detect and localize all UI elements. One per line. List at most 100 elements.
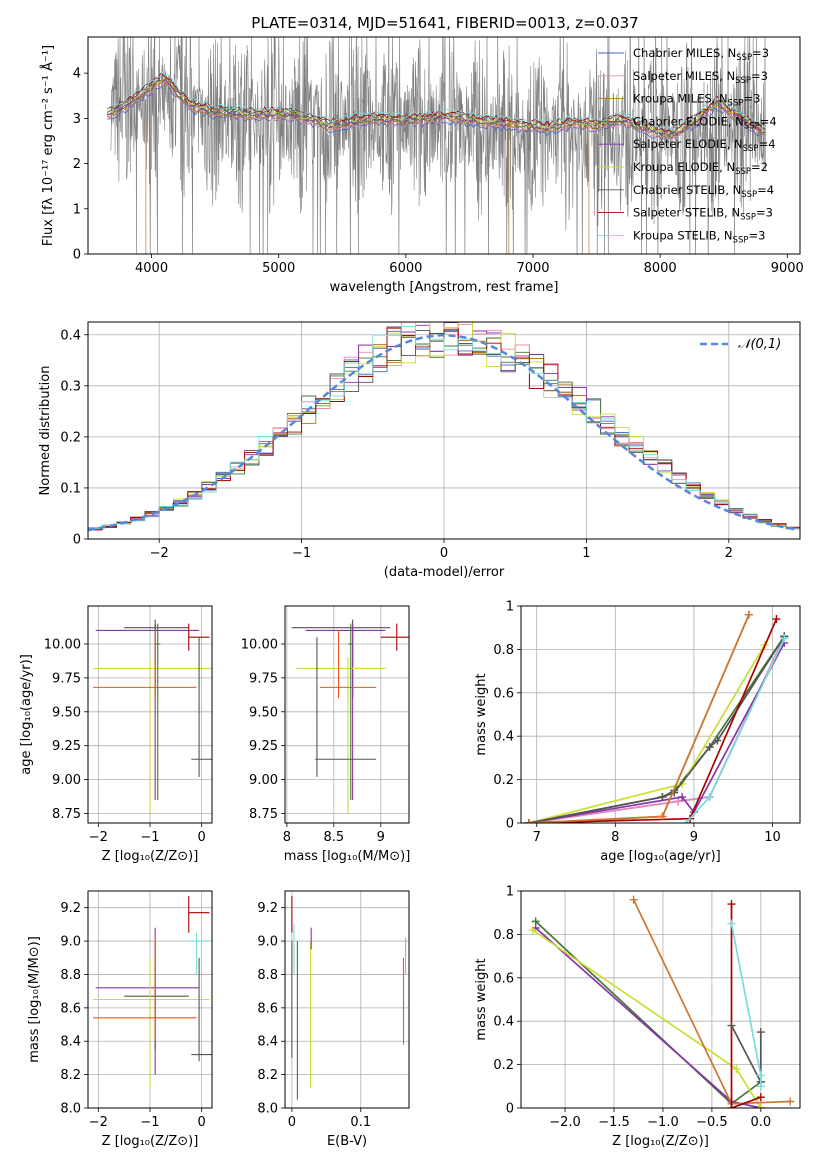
weight-series-line	[528, 636, 786, 823]
y-tick-label: 0	[73, 248, 81, 263]
x-tick-label: 0.1	[350, 1115, 371, 1130]
y-tick-label: 8.2	[257, 1068, 278, 1083]
y-tick-label: 0.4	[60, 328, 81, 343]
spectrum-frame	[87, 36, 801, 255]
y-tick-label: 1	[506, 885, 514, 900]
weight-marker	[756, 1104, 765, 1108]
y-tick-label: 9.00	[249, 773, 278, 788]
legend-entry-subscript: SSP	[735, 167, 751, 177]
weight_vs_Z-ylabel: mass weight	[474, 958, 489, 1040]
legend-entry: Kroupa ELODIE, NSSP=2	[633, 160, 768, 177]
y-tick-label: 9.2	[257, 901, 278, 916]
weight_vs_age-xlabel: age [log₁₀(age/yr)]	[600, 849, 721, 864]
x-tick-label: 8	[283, 830, 291, 845]
spectrum-ylabel: Flux [fλ 10⁻¹⁷ erg cm⁻² s⁻¹ Å⁻¹]	[40, 45, 56, 246]
legend-entry-prefix: Salpeter MILES, N	[633, 69, 735, 83]
y-tick-label: 9.50	[249, 705, 278, 720]
age_vs_Z-panel: −2 −1 0 8.75 9.00 9.25 9.50 9.75 10.00 Z [log₁₀(Z…	[19, 605, 213, 864]
age_vs_mass-xlabel: mass [log₁₀(M/M⊙)]	[284, 849, 411, 864]
y-tick-label: 0	[73, 533, 81, 548]
weight_vs_Z-frame	[520, 890, 801, 1109]
weight-series-line	[528, 614, 750, 823]
figure-title: PLATE=0314, MJD=51641, FIBERID=0013, z=0…	[251, 14, 638, 32]
weight-marker	[705, 743, 714, 752]
x-tick-label: 9	[377, 830, 385, 845]
x-tick-label: 8.5	[324, 830, 345, 845]
y-tick-label: 8.75	[249, 807, 278, 822]
x-tick-label: 8000	[644, 261, 677, 276]
x-tick-label: 0	[440, 546, 448, 561]
x-tick-label: 2	[725, 546, 733, 561]
histogram-step-line	[88, 326, 800, 539]
age_vs_mass-plot-area	[291, 619, 409, 814]
weight-marker	[682, 819, 691, 823]
y-tick-label: 8.8	[60, 968, 81, 983]
y-tick-label: 8.4	[60, 1035, 81, 1050]
x-tick-label: −1	[140, 1115, 159, 1130]
weight-marker	[727, 919, 736, 928]
weight-marker	[528, 926, 537, 935]
y-tick-label: 9.0	[257, 935, 278, 950]
x-tick-label: −2	[89, 1115, 108, 1130]
legend-entry-subscript: SSP	[733, 235, 749, 245]
mass_vs_ebv-frame	[284, 890, 410, 1109]
x-tick-label: −2	[89, 830, 108, 845]
legend-entry-subscript: SSP	[743, 144, 759, 154]
legend-entry-suffix: =3	[751, 69, 768, 83]
weight_vs_age-plot-area	[524, 610, 789, 823]
legend-entry: Salpeter ELODIE, NSSP=4	[633, 137, 776, 154]
y-tick-label: 1	[506, 600, 514, 615]
x-tick-label: 10	[764, 830, 781, 845]
legend-entry-suffix: =4	[760, 114, 777, 128]
weight-series-line	[730, 923, 762, 1087]
age_vs_Z-plot-area	[93, 619, 212, 814]
legend-entry-prefix: Chabrier STELIB, N	[633, 183, 741, 197]
y-tick-label: 0	[506, 1102, 514, 1117]
weight-marker	[727, 1104, 736, 1108]
y-tick-label: 8.75	[52, 807, 81, 822]
y-tick-label: 8.6	[60, 1001, 81, 1016]
y-tick-label: 8.8	[257, 968, 278, 983]
weight-series-line	[528, 635, 786, 823]
weight-marker	[658, 792, 667, 801]
y-tick-label: 9.50	[52, 705, 81, 720]
y-tick-label: 0.8	[493, 928, 514, 943]
x-tick-label: 5000	[262, 261, 295, 276]
spectrum-data-line	[110, 37, 766, 254]
y-tick-label: 0	[506, 817, 514, 832]
spectrum-model-line	[107, 73, 766, 132]
y-tick-label: 9.00	[52, 773, 81, 788]
legend-entry: Chabrier STELIB, NSSP=4	[633, 183, 774, 200]
legend-entry-subscript: SSP	[741, 190, 757, 200]
weight_vs_age-frame	[520, 605, 801, 824]
weight_vs_Z-xlabel: Z [log₁₀(Z/Z⊙)]	[612, 1134, 709, 1149]
y-tick-label: 9.75	[249, 671, 278, 686]
age_vs_mass-panel: 8 8.5 9 8.75 9.00 9.25 9.50 9.75 10.00 mass [log₁…	[241, 605, 411, 864]
weight-marker	[727, 1021, 736, 1030]
legend-entry-prefix: Salpeter STELIB, N	[633, 206, 740, 220]
weight-series-line	[528, 614, 750, 823]
y-tick-label: 10.00	[241, 637, 278, 652]
spectrum-plot-area	[106, 37, 767, 254]
weight-series-line	[528, 635, 786, 823]
y-tick-label: 9.2	[60, 901, 81, 916]
y-tick-label: 0.2	[60, 430, 81, 445]
weight-series-line	[528, 644, 766, 823]
x-tick-label: 6000	[389, 261, 422, 276]
y-tick-label: 10.00	[44, 637, 81, 652]
weight-marker	[732, 1064, 741, 1073]
legend-entry: Kroupa MILES, NSSP=3	[633, 92, 760, 109]
mass_vs_ebv-plot-area	[291, 896, 407, 1100]
weight-series-line	[730, 904, 762, 1108]
weight-marker	[756, 1028, 765, 1037]
legend-entry-suffix: =3	[756, 206, 773, 220]
mass_vs_Z-frame	[87, 890, 213, 1109]
mass_vs_Z-ylabel: mass [log₁₀(M/M⊙)]	[27, 936, 42, 1063]
spectrum-xlabel: wavelength [Angstrom, rest frame]	[330, 280, 559, 295]
y-tick-label: 1	[73, 202, 81, 217]
weight-marker	[629, 895, 638, 904]
x-tick-label: −2	[150, 546, 169, 561]
weight-marker	[658, 812, 667, 821]
legend-entry-suffix: =2	[751, 160, 768, 174]
